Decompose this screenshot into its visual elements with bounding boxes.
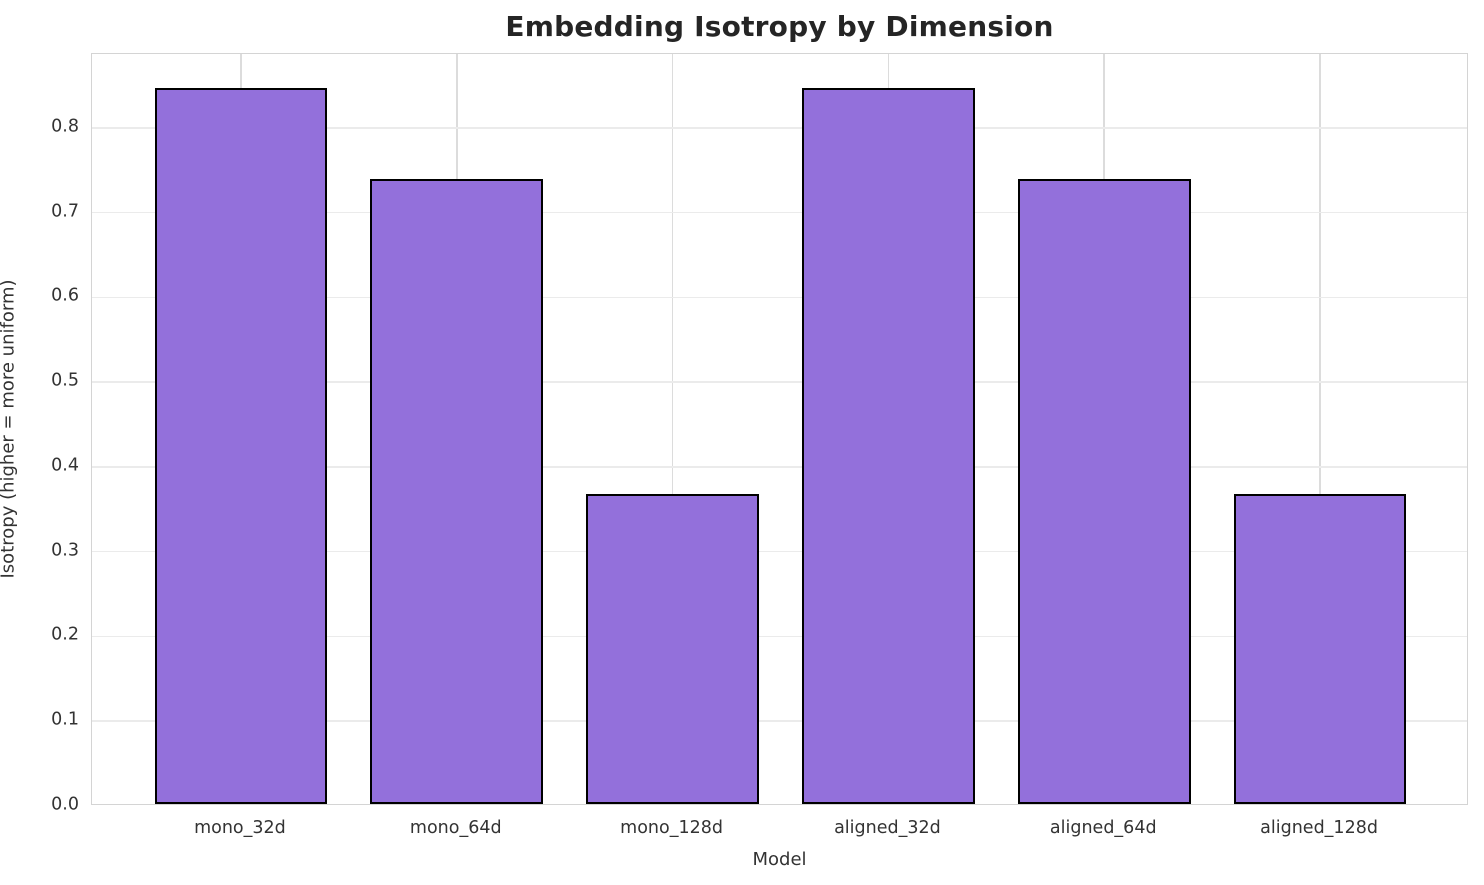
bar-mono_32d	[154, 87, 328, 804]
bar-aligned_64d	[1017, 179, 1191, 804]
gridline-y-0.3	[92, 550, 1467, 553]
gridline-vertical-aligned_128d	[1319, 54, 1321, 804]
y-axis-label: Isotropy (higher = more uniform)	[0, 279, 19, 579]
y-tick-0.5: 0.5	[51, 370, 79, 391]
gridline-y-0.2	[92, 635, 1467, 638]
x-tick-aligned_128d: aligned_128d	[1260, 818, 1378, 838]
gridline-y-0.5	[92, 381, 1467, 383]
bar-aligned_128d	[1233, 493, 1407, 804]
x-tick-mono_64d: mono_64d	[409, 818, 502, 838]
x-tick-mono_32d: mono_32d	[194, 818, 286, 838]
bar-mono_128d	[586, 493, 759, 804]
gridline-y-0.1	[92, 720, 1467, 722]
y-tick-0.2: 0.2	[51, 624, 79, 645]
x-axis-label: Model	[752, 849, 807, 870]
x-tick-aligned_32d: aligned_32d	[834, 818, 941, 838]
y-tick-0.1: 0.1	[51, 709, 79, 730]
y-tick-0.3: 0.3	[51, 539, 79, 560]
y-tick-0.0: 0.0	[51, 794, 79, 815]
bar-mono_64d	[370, 179, 544, 804]
y-tick-0.6: 0.6	[51, 285, 79, 306]
gridline-y-0.6	[92, 296, 1467, 299]
x-tick-aligned_64d: aligned_64d	[1049, 818, 1157, 838]
y-tick-0.7: 0.7	[51, 200, 79, 221]
chart-title: Embedding Isotropy by Dimension	[505, 10, 1054, 43]
bar-aligned_32d	[802, 87, 975, 804]
gridline-y-0.7	[92, 211, 1467, 214]
gridline-y-0.8	[92, 127, 1467, 129]
plot-area	[91, 53, 1468, 805]
gridline-y-0.4	[92, 466, 1467, 468]
y-tick-0.8: 0.8	[51, 116, 79, 136]
x-tick-mono_128d: mono_128d	[620, 818, 723, 838]
gridline-vertical-mono_128d	[671, 54, 674, 804]
y-tick-0.4: 0.4	[51, 455, 79, 476]
